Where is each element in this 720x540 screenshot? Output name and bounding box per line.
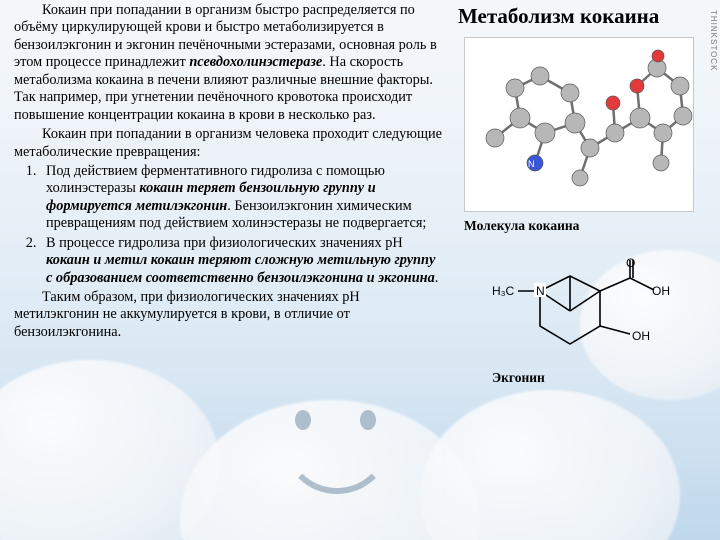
- cocaine-molecule-figure: N: [464, 37, 694, 212]
- cocaine-molecule-svg: N: [465, 38, 695, 213]
- page-title: Метаболизм кокаина: [458, 4, 712, 29]
- figure-column: Метаболизм кокаина: [450, 0, 720, 540]
- list-item: В процессе гидролиза при физиологических…: [40, 235, 444, 287]
- label-oh: OH: [632, 329, 650, 343]
- body-text-column: Кокаин при попадании в организм быстро р…: [0, 0, 450, 540]
- label-o: O: [626, 256, 635, 270]
- list-item: Под действием ферментативного гидролиза …: [40, 163, 444, 233]
- label-n: N: [536, 284, 545, 298]
- emphasis: псевдохолинэстеразе: [189, 54, 322, 70]
- label-h3c: H₃C: [492, 284, 515, 298]
- text: .: [435, 270, 439, 286]
- watermark: THINKSTOCK: [709, 10, 718, 71]
- caption-ecgonine: Экгонин: [492, 370, 712, 386]
- ecgonine-structure-figure: H₃C N O OH OH: [492, 256, 682, 366]
- slide-layout: Кокаин при попадании в организм быстро р…: [0, 0, 720, 540]
- paragraph-1: Кокаин при попадании в организм быстро р…: [14, 2, 444, 124]
- metabolism-list: Под действием ферментативного гидролиза …: [14, 163, 444, 287]
- paragraph-3: Таким образом, при физиологических значе…: [14, 289, 444, 341]
- text: В процессе гидролиза при физиологических…: [46, 235, 403, 251]
- emphasis: кокаин и метил кокаин теряют сложную мет…: [46, 252, 435, 285]
- paragraph-2: Кокаин при попадании в организм человека…: [14, 126, 444, 161]
- label-oh: OH: [652, 284, 670, 298]
- caption-cocaine: Молекула кокаина: [464, 218, 712, 234]
- ecgonine-svg: H₃C N O OH OH: [492, 256, 682, 366]
- svg-text:N: N: [528, 159, 535, 169]
